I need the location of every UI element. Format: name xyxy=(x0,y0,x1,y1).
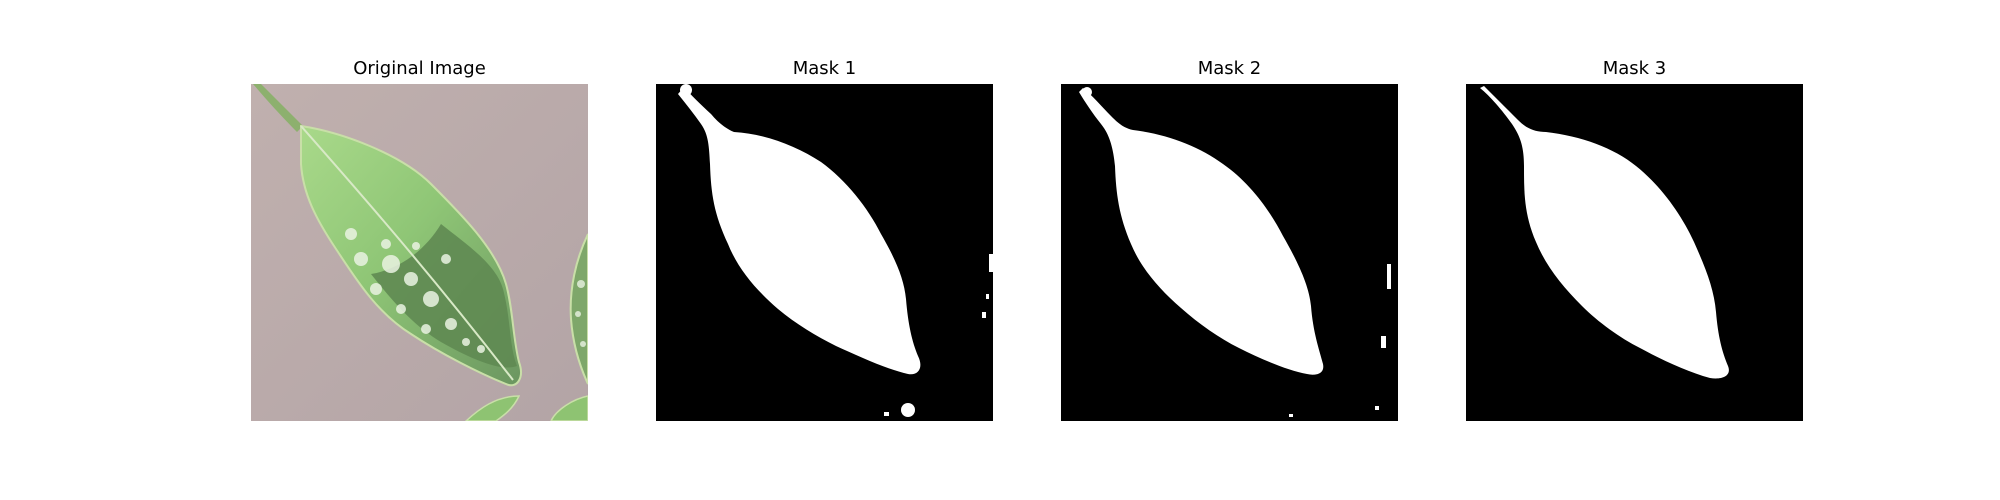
original-image xyxy=(251,84,588,421)
mask-1-drawing xyxy=(656,84,993,421)
panel-title-mask-3: Mask 3 xyxy=(1602,58,1667,79)
mask-2-drawing xyxy=(1061,84,1398,421)
panel-title-original: Original Image xyxy=(353,58,486,79)
mask-3 xyxy=(1466,84,1803,421)
mask-3-drawing xyxy=(1466,84,1803,421)
mask-1 xyxy=(656,84,993,421)
panel-title-mask-2: Mask 2 xyxy=(1197,58,1262,79)
mask-2 xyxy=(1061,84,1398,421)
original-image-drawing xyxy=(251,84,588,421)
panel-title-mask-1: Mask 1 xyxy=(792,58,857,79)
